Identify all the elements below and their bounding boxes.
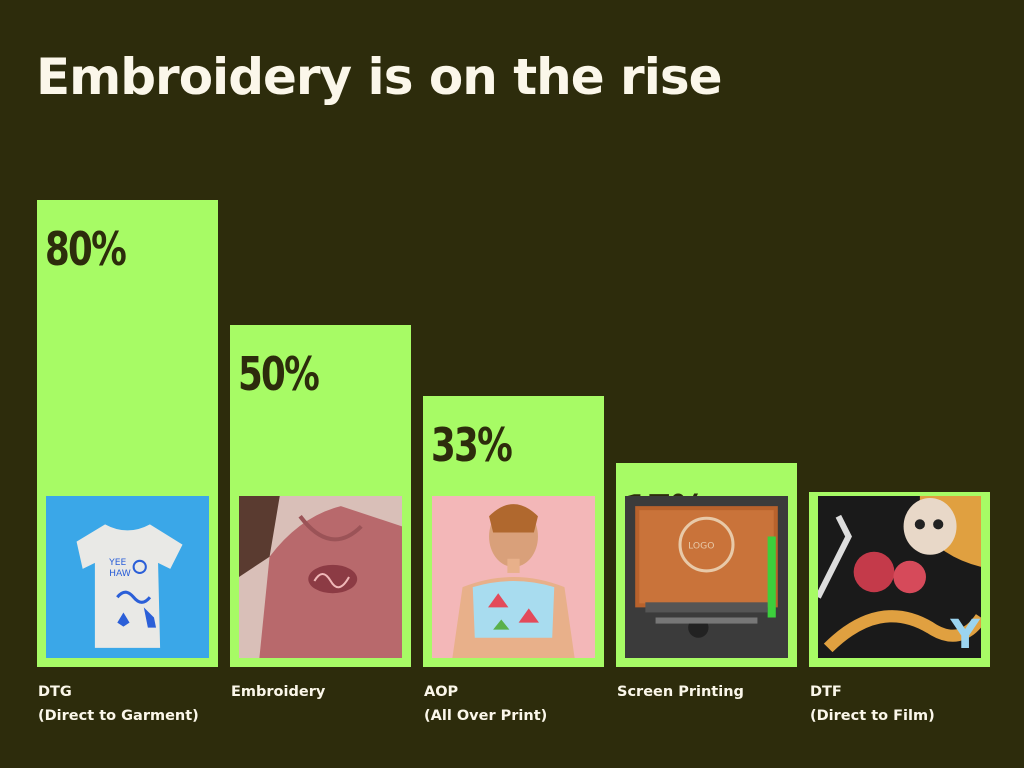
bar-value-label: 50% <box>238 347 320 402</box>
bar-dtg: 80% YEE HAW <box>37 200 218 667</box>
bar-value-label: 80% <box>45 222 127 276</box>
category-label-line1: Embroidery <box>231 684 326 700</box>
category-label-line1: DTF <box>810 684 842 700</box>
category-label: Embroidery <box>231 680 431 704</box>
category-label-line2: (Direct to Film) <box>810 708 935 724</box>
chart-title: Embroidery is on the rise <box>36 48 722 106</box>
category-label: Screen Printing <box>617 680 817 704</box>
category-label-line2: (All Over Print) <box>424 708 548 724</box>
bar-aop: 33% <box>423 396 604 667</box>
bar-value-label: 33% <box>431 418 513 473</box>
category-label-line1: AOP <box>424 684 459 700</box>
svg-text:YEE: YEE <box>108 558 126 568</box>
pink-hoodie-photo <box>239 495 402 658</box>
bar-dtf: 10% Y <box>809 492 990 667</box>
svg-text:HAW: HAW <box>109 569 131 579</box>
skull-rose-print-photo: Y <box>818 496 981 658</box>
bar-screen-printing: 17% LOGO <box>616 462 797 667</box>
category-label: AOP (All Over Print) <box>424 680 624 728</box>
screen-printing-press-photo: LOGO <box>625 495 788 658</box>
category-label: DTF (Direct to Film) <box>810 680 1010 728</box>
category-label: DTG (Direct to Garment) <box>38 680 238 728</box>
svg-text:Y: Y <box>949 610 980 658</box>
category-label-line2: (Direct to Garment) <box>38 708 199 724</box>
tshirt-photo: YEE HAW <box>46 496 209 658</box>
category-label-line1: Screen Printing <box>617 684 744 700</box>
category-label-line1: DTG <box>38 684 72 700</box>
svg-text:LOGO: LOGO <box>688 542 714 552</box>
watermelon-top-photo <box>432 495 595 658</box>
bar-embroidery: 50% <box>230 325 411 667</box>
